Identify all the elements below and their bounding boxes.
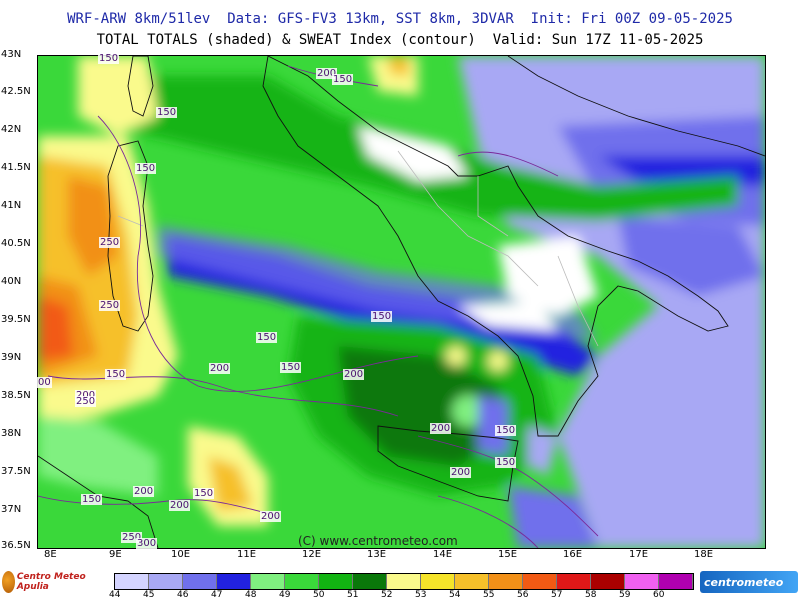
color-scale-cell (251, 574, 285, 589)
color-scale-cell (183, 574, 217, 589)
contour-label: 200 (450, 467, 472, 478)
color-scale-cell (149, 574, 183, 589)
lon-label: 15E (498, 549, 518, 560)
contour-label: 200 (343, 369, 365, 380)
contour-label: 250 (99, 300, 121, 311)
color-scale-cell (217, 574, 251, 589)
contour-label: 00 (37, 377, 52, 388)
contour-label: 200 (133, 486, 155, 497)
contour-label: 200 (430, 423, 452, 434)
contour-label: 200 (209, 363, 231, 374)
lat-label: 43N (1, 49, 22, 60)
lon-label: 18E (694, 549, 714, 560)
color-scale-tick-label: 49 (279, 590, 291, 600)
lat-label: 42.5N (1, 86, 31, 97)
contour-label: 150 (135, 163, 157, 174)
color-scale-tick-label: 57 (551, 590, 563, 600)
contour-label: 250 (121, 532, 143, 543)
logo-left-text: Centro Meteo Apulia (16, 572, 86, 592)
contour-label: 250 (99, 237, 121, 248)
color-scale-tick-label: 48 (245, 590, 257, 600)
contour-label: 200 (75, 390, 97, 401)
contour-label: 300 (136, 538, 158, 549)
lat-label: 41.5N (1, 162, 31, 173)
header-line-1: WRF-ARW 8km/51lev Data: GFS-FV3 13km, SS… (67, 11, 733, 27)
contour-label: 200 (260, 511, 282, 522)
lat-label: 38.5N (1, 390, 31, 401)
color-scale-tick-label: 58 (585, 590, 597, 600)
lat-label: 36.5N (1, 540, 31, 551)
color-scale-cell (319, 574, 353, 589)
logo-right: centrometeo (700, 571, 798, 593)
header-line-2: TOTAL TOTALS (shaded) & SWEAT Index (con… (96, 32, 704, 48)
color-scale-tick-label: 50 (313, 590, 325, 600)
contour-label: 150 (256, 332, 278, 343)
contour-label: 250 (75, 396, 97, 407)
lon-label: 14E (433, 549, 453, 560)
color-scale-tick-label: 53 (415, 590, 427, 600)
lat-label: 37.5N (1, 466, 31, 477)
lon-label: 10E (171, 549, 191, 560)
color-scale-cell (421, 574, 455, 589)
lon-label: 12E (302, 549, 322, 560)
copyright-text: (C) www.centrometeo.com (298, 534, 458, 548)
color-scale-cell (489, 574, 523, 589)
lat-label: 40N (1, 276, 22, 287)
color-scale-tick-label: 60 (653, 590, 665, 600)
lon-label: 13E (367, 549, 387, 560)
globe-logo-icon (2, 571, 15, 593)
contour-label: 150 (371, 311, 393, 322)
contour-label: 200 (316, 68, 338, 79)
color-scale-tick-label: 54 (449, 590, 461, 600)
color-scale-tick-label: 46 (177, 590, 189, 600)
color-scale-tick-label: 56 (517, 590, 529, 600)
color-scale-cell (353, 574, 387, 589)
lon-label: 16E (563, 549, 583, 560)
lat-label: 38N (1, 428, 22, 439)
contour-label: 150 (98, 53, 120, 64)
contour-label: 150 (105, 369, 127, 380)
contour-label: 150 (495, 457, 517, 468)
contour-label: 150 (332, 74, 354, 85)
color-scale-cell (591, 574, 625, 589)
logo-left: Centro Meteo Apulia (2, 568, 112, 596)
contour-label: 150 (156, 107, 178, 118)
color-scale-cell (625, 574, 659, 589)
contour-label: 150 (81, 494, 103, 505)
color-scale-cell (523, 574, 557, 589)
lat-label: 39N (1, 352, 22, 363)
map-panel (37, 55, 766, 549)
color-scale-cell (115, 574, 149, 589)
color-scale-tick-label: 45 (143, 590, 155, 600)
contour-label: 150 (495, 425, 517, 436)
color-scale-tick-label: 52 (381, 590, 393, 600)
color-scale-tick-label: 59 (619, 590, 631, 600)
lat-label: 42N (1, 124, 22, 135)
color-scale-cell (387, 574, 421, 589)
color-scale-cell (557, 574, 591, 589)
contour-label: 150 (193, 488, 215, 499)
color-scale-tick-label: 44 (109, 590, 121, 600)
lon-label: 9E (109, 549, 122, 560)
lon-label: 8E (44, 549, 57, 560)
lat-label: 41N (1, 200, 22, 211)
color-scale-tick-label: 55 (483, 590, 495, 600)
color-scale-cell (285, 574, 319, 589)
lat-label: 40.5N (1, 238, 31, 249)
lat-label: 39.5N (1, 314, 31, 325)
color-scale-tick-label: 51 (347, 590, 359, 600)
lon-label: 17E (629, 549, 649, 560)
color-scale-tick-label: 47 (211, 590, 223, 600)
logo-right-text: centrometeo (704, 575, 784, 589)
contour-label: 200 (169, 500, 191, 511)
color-scale-cell (659, 574, 693, 589)
color-scale-cell (455, 574, 489, 589)
lat-label: 37N (1, 504, 22, 515)
contour-label: 150 (280, 362, 302, 373)
forecast-field (38, 56, 765, 548)
lon-label: 11E (237, 549, 257, 560)
color-scale-bar (114, 573, 694, 590)
